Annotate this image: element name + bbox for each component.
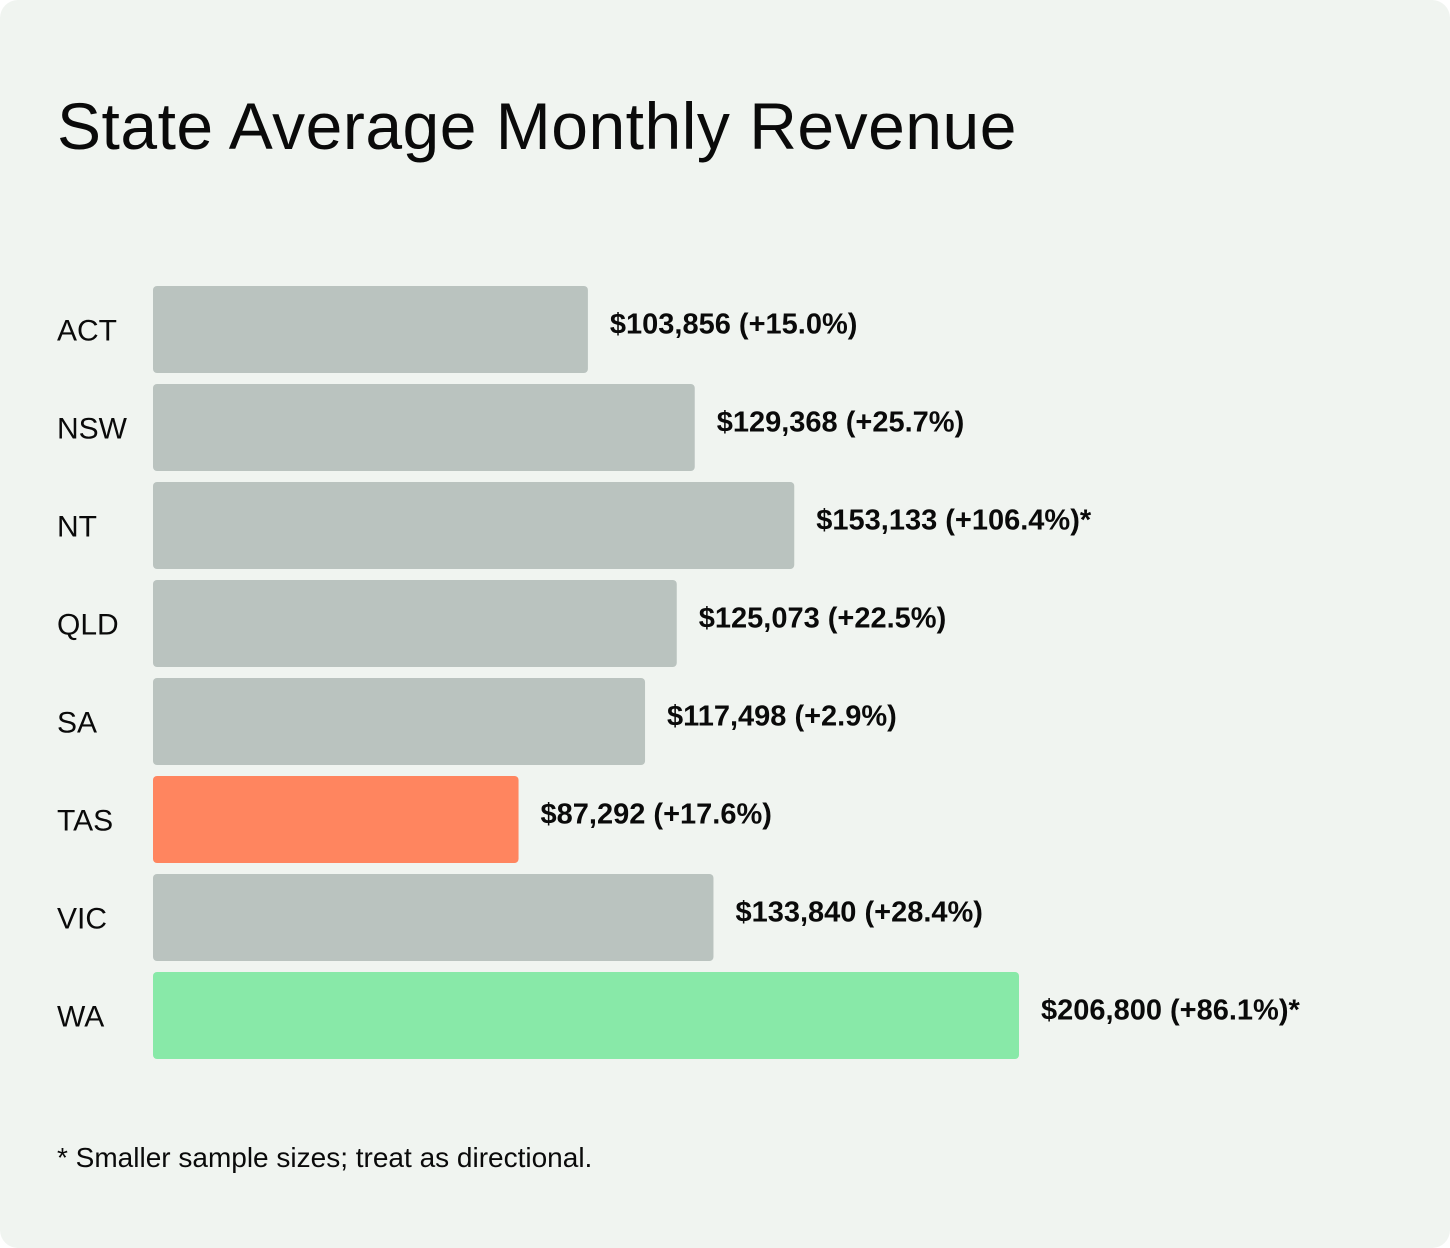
category-label-act: ACT — [57, 315, 117, 348]
data-label-nt: $153,133 (+106.4%)* — [816, 505, 1092, 537]
category-label-nt: NT — [57, 511, 97, 544]
bar-tas — [153, 776, 519, 863]
category-label-nsw: NSW — [57, 413, 128, 446]
bar-act — [153, 286, 588, 373]
category-label-qld: QLD — [57, 609, 119, 642]
footnote: * Smaller sample sizes; treat as directi… — [57, 1142, 593, 1173]
category-label-vic: VIC — [57, 903, 107, 936]
data-label-act: $103,856 (+15.0%) — [610, 309, 858, 341]
bar-wa — [153, 972, 1019, 1059]
category-label-wa: WA — [57, 1001, 104, 1034]
data-label-vic: $133,840 (+28.4%) — [735, 897, 983, 929]
bar-nsw — [153, 384, 695, 471]
bar-sa — [153, 678, 646, 765]
data-label-wa: $206,800 (+86.1%)* — [1041, 995, 1300, 1027]
category-label-sa: SA — [57, 707, 97, 740]
bar-nt — [153, 482, 795, 569]
bar-vic — [153, 874, 714, 961]
bar-qld — [153, 580, 677, 667]
chart-title: State Average Monthly Revenue — [57, 89, 1017, 163]
data-label-tas: $87,292 (+17.6%) — [541, 799, 772, 831]
data-label-nsw: $129,368 (+25.7%) — [717, 407, 965, 439]
data-label-sa: $117,498 (+2.9%) — [667, 701, 897, 733]
data-label-qld: $125,073 (+22.5%) — [699, 603, 947, 635]
category-label-tas: TAS — [57, 805, 113, 838]
